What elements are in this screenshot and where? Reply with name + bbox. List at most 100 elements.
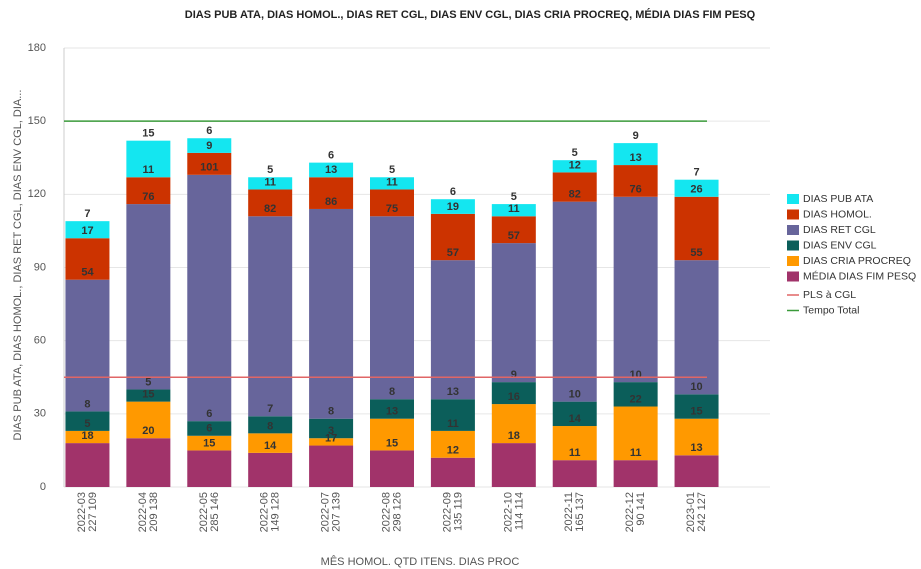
bar-segment xyxy=(552,460,597,487)
bar-segment xyxy=(613,143,658,166)
data-label: 54 xyxy=(81,267,94,279)
bar-segment xyxy=(370,418,414,451)
data-label: 5 xyxy=(389,164,395,176)
bar-segment xyxy=(65,279,110,412)
data-label: 15 xyxy=(142,389,154,401)
bar-segment xyxy=(430,399,475,431)
x-tick-label: 2022-1290 141 xyxy=(624,492,647,532)
data-label: 17 xyxy=(81,225,93,237)
chart-title: DIAS PUB ATA, DIAS HOMOL., DIAS RET CGL,… xyxy=(185,8,756,21)
bar-segment xyxy=(309,418,354,439)
bar-segment xyxy=(552,401,597,427)
legend-label: PLS à CGL xyxy=(803,289,856,301)
data-label: 13 xyxy=(630,152,642,164)
bar-segment xyxy=(674,179,719,197)
data-label: 14 xyxy=(569,413,582,425)
data-label: 5 xyxy=(267,164,273,176)
data-label: 19 xyxy=(447,201,459,213)
bar-segment xyxy=(552,426,597,461)
data-label: 22 xyxy=(630,393,642,405)
bar-segment xyxy=(674,455,719,487)
data-label: 5 xyxy=(145,376,151,388)
bar-segment xyxy=(65,430,110,444)
data-label: 10 xyxy=(690,381,702,393)
data-label: 55 xyxy=(690,247,702,259)
data-label: 57 xyxy=(447,247,459,259)
data-label: 8 xyxy=(389,386,395,398)
x-tick-label: 2022-03227 109 xyxy=(76,492,99,532)
data-label: 11 xyxy=(264,176,276,188)
legend-label: DIAS RET CGL xyxy=(803,224,876,236)
data-label: 7 xyxy=(693,167,699,179)
data-label: 15 xyxy=(203,437,215,449)
y-tick-label: 0 xyxy=(40,481,46,493)
bar-segment xyxy=(309,438,354,446)
data-label: 15 xyxy=(386,437,398,449)
legend-swatch xyxy=(787,209,799,220)
bar-segment xyxy=(430,457,475,487)
bar-segment xyxy=(187,421,232,436)
data-label: 76 xyxy=(630,184,642,196)
bar-segment xyxy=(491,243,536,383)
bar-segment xyxy=(187,174,232,422)
data-label: 11 xyxy=(386,176,398,188)
bar-segment xyxy=(613,460,658,487)
bar-segment xyxy=(65,443,110,487)
bar-segment xyxy=(613,196,658,383)
bar-segment xyxy=(65,238,110,280)
bar-segment xyxy=(674,260,719,395)
bar-segment xyxy=(187,435,232,451)
bar-segment xyxy=(248,177,293,190)
bar-segment xyxy=(613,382,658,407)
data-label: 82 xyxy=(569,189,581,201)
data-label: 11 xyxy=(630,447,642,459)
bar-segment xyxy=(613,165,658,197)
data-label: 26 xyxy=(690,184,702,196)
x-tick-label: 2022-10114 114 xyxy=(502,492,525,532)
bar-segment xyxy=(309,445,354,487)
y-tick-label: 180 xyxy=(28,42,46,54)
bar-segment xyxy=(65,411,110,431)
data-label: 15 xyxy=(690,406,702,418)
bar-segment xyxy=(248,433,293,453)
bar-segment xyxy=(430,199,475,214)
data-label: 82 xyxy=(264,203,276,215)
y-tick-label: 30 xyxy=(34,408,46,420)
legend-label: DIAS PUB ATA xyxy=(803,193,873,205)
data-label: 11 xyxy=(447,418,459,430)
data-label: 16 xyxy=(508,391,520,403)
bar-segment xyxy=(248,452,293,487)
data-label: 57 xyxy=(508,230,520,242)
x-tick-label: 2022-05285 146 xyxy=(198,492,221,532)
y-tick-label: 150 xyxy=(28,115,46,127)
bar-segment xyxy=(430,430,475,458)
legend-label: DIAS CRIA PROCREQ xyxy=(803,255,911,267)
data-label: 101 xyxy=(200,162,218,174)
data-label: 5 xyxy=(572,147,578,159)
data-label: 18 xyxy=(81,430,93,442)
data-label: 12 xyxy=(447,445,459,457)
data-label: 5 xyxy=(511,191,517,203)
data-label: 11 xyxy=(143,164,155,176)
data-label: 6 xyxy=(206,423,212,435)
data-label: 13 xyxy=(386,406,398,418)
y-axis-title: DIAS PUB ATA, DIAS HOMOL., DIAS RET CGL,… xyxy=(12,90,24,441)
data-label: 13 xyxy=(325,164,337,176)
x-tick-label: 2022-11165 137 xyxy=(563,492,586,532)
x-tick-label: 2022-04209 138 xyxy=(137,492,160,532)
data-label: 13 xyxy=(447,386,459,398)
bar-segment xyxy=(491,404,536,444)
x-tick-label: 2022-09135 119 xyxy=(441,492,464,532)
bar-segment xyxy=(552,160,597,173)
bar-segment xyxy=(248,189,293,217)
legend-label: DIAS HOMOL. xyxy=(803,208,872,220)
data-label: 11 xyxy=(569,447,581,459)
data-label: 7 xyxy=(84,208,90,220)
bar-segment xyxy=(187,152,232,175)
data-label: 14 xyxy=(264,440,277,452)
data-label: 6 xyxy=(328,150,334,162)
data-label: 8 xyxy=(267,420,273,432)
x-tick-label: 2022-07207 139 xyxy=(319,492,342,532)
x-axis-title: MÊS HOMOL. QTD ITENS. DIAS PROC xyxy=(321,555,520,568)
bar-segment xyxy=(126,204,171,390)
